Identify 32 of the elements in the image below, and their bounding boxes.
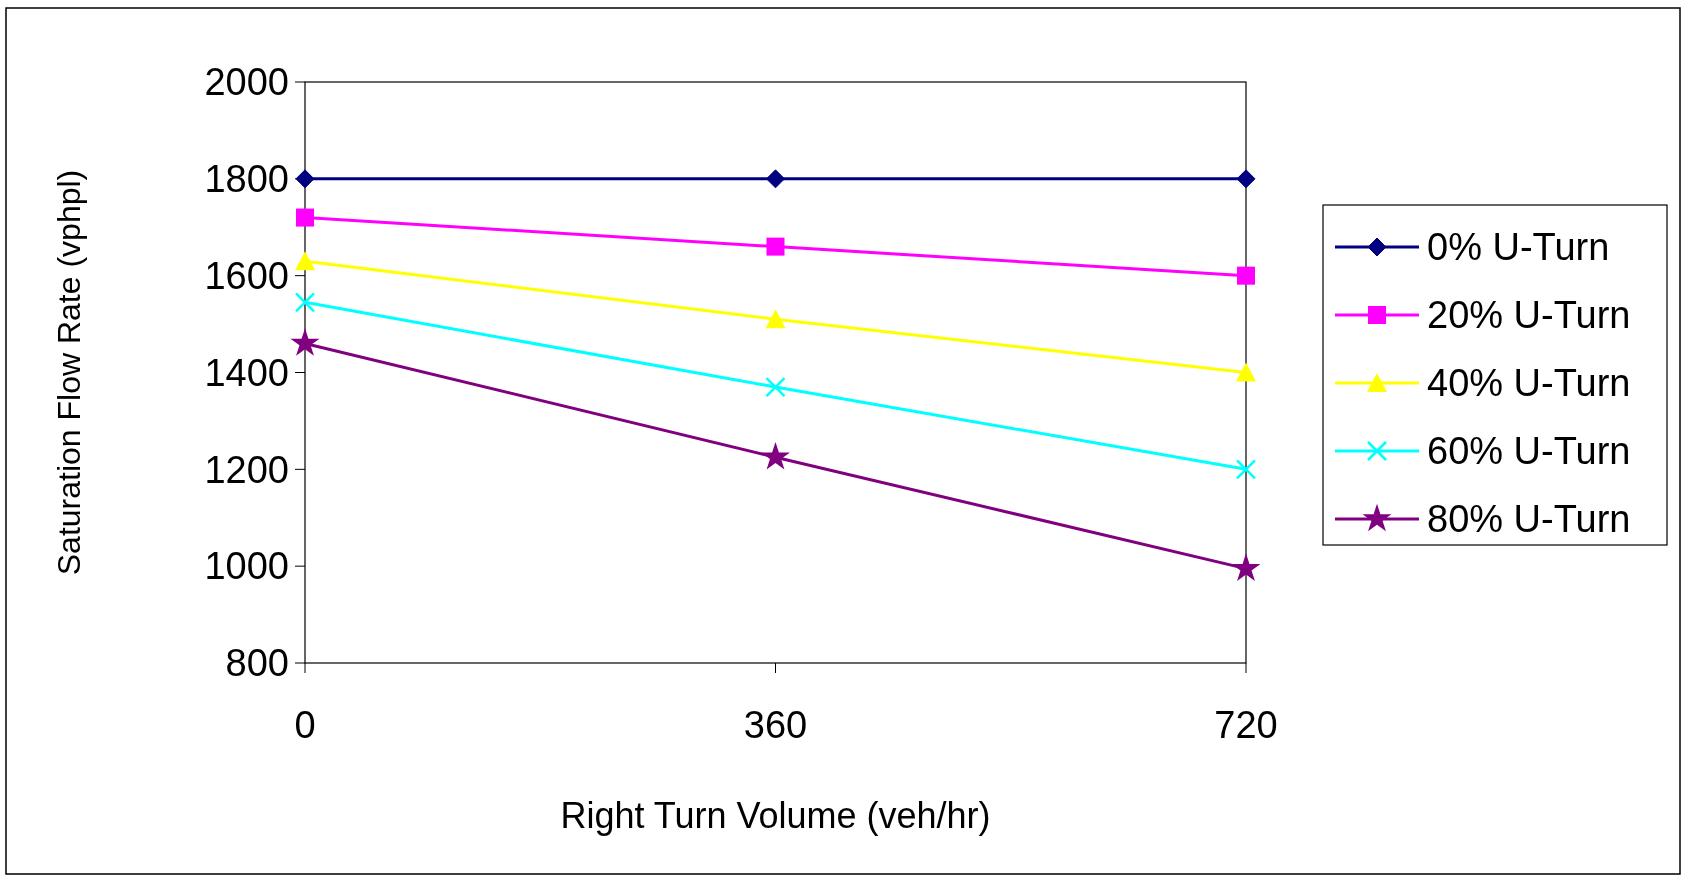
- y-axis-title: Saturation Flow Rate (vphpl): [51, 169, 87, 576]
- point: [296, 208, 314, 227]
- x-axis-title: Right Turn Volume (veh/hr): [560, 795, 991, 836]
- point: [295, 251, 315, 271]
- x-tick-label: 0: [294, 704, 316, 746]
- point: [1231, 553, 1261, 581]
- point: [294, 292, 316, 313]
- y-tick-label: 1600: [204, 254, 289, 297]
- x-tick-label: 360: [743, 704, 808, 746]
- legend-label: 40% U-Turn: [1427, 362, 1631, 405]
- point: [761, 442, 790, 470]
- point: [765, 376, 786, 398]
- point: [1235, 459, 1257, 480]
- point: [765, 309, 786, 329]
- point: [766, 169, 785, 189]
- point: [1237, 266, 1255, 285]
- legend-label: 0% U-Turn: [1427, 226, 1610, 269]
- y-tick-label: 1400: [204, 351, 289, 394]
- legend-label: 20% U-Turn: [1427, 294, 1631, 337]
- point: [1236, 169, 1256, 189]
- y-tick-label: 1000: [204, 545, 289, 588]
- legend-label: 60% U-Turn: [1427, 430, 1631, 473]
- point: [290, 328, 320, 356]
- y-tick-label: 1200: [204, 448, 289, 491]
- y-tick-label: 1800: [204, 158, 289, 201]
- point: [1236, 362, 1256, 382]
- point: [295, 169, 315, 189]
- y-tick-label: 2000: [204, 61, 289, 104]
- x-tick-label: 720: [1214, 704, 1278, 746]
- point: [766, 237, 785, 256]
- y-tick-label: 800: [225, 642, 289, 685]
- legend-label: 80% U-Turn: [1427, 498, 1631, 541]
